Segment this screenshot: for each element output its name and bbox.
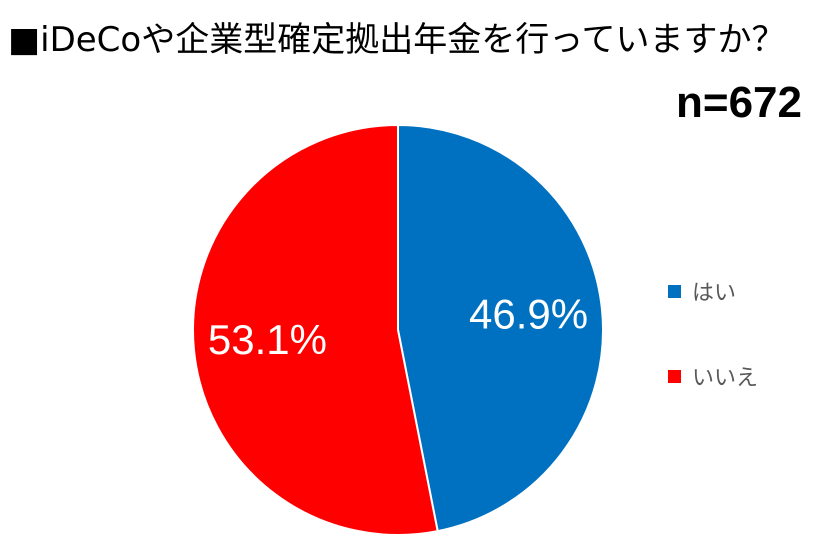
legend-swatch-no xyxy=(668,369,681,383)
pie-slices xyxy=(192,123,604,536)
legend-label-yes: はい xyxy=(692,281,737,306)
legend-item-yes: はい xyxy=(668,276,758,306)
pie-slice-no xyxy=(192,123,439,536)
data-label-yes: 46.9% xyxy=(469,290,588,337)
legend: はい いいえ xyxy=(668,276,758,446)
pie-data-labels: 46.9% 53.1% xyxy=(208,290,588,363)
legend-swatch-yes xyxy=(668,284,681,298)
pie-slice-yes xyxy=(397,123,604,533)
sample-size-label: n=672 xyxy=(676,78,802,127)
legend-label-no: いいえ xyxy=(692,366,759,391)
chart-title: ■iDeCoや企業型確定拠出年金を行っていますか？ xyxy=(8,20,786,60)
legend-item-no: いいえ xyxy=(668,361,758,391)
data-label-no: 53.1% xyxy=(208,316,327,363)
